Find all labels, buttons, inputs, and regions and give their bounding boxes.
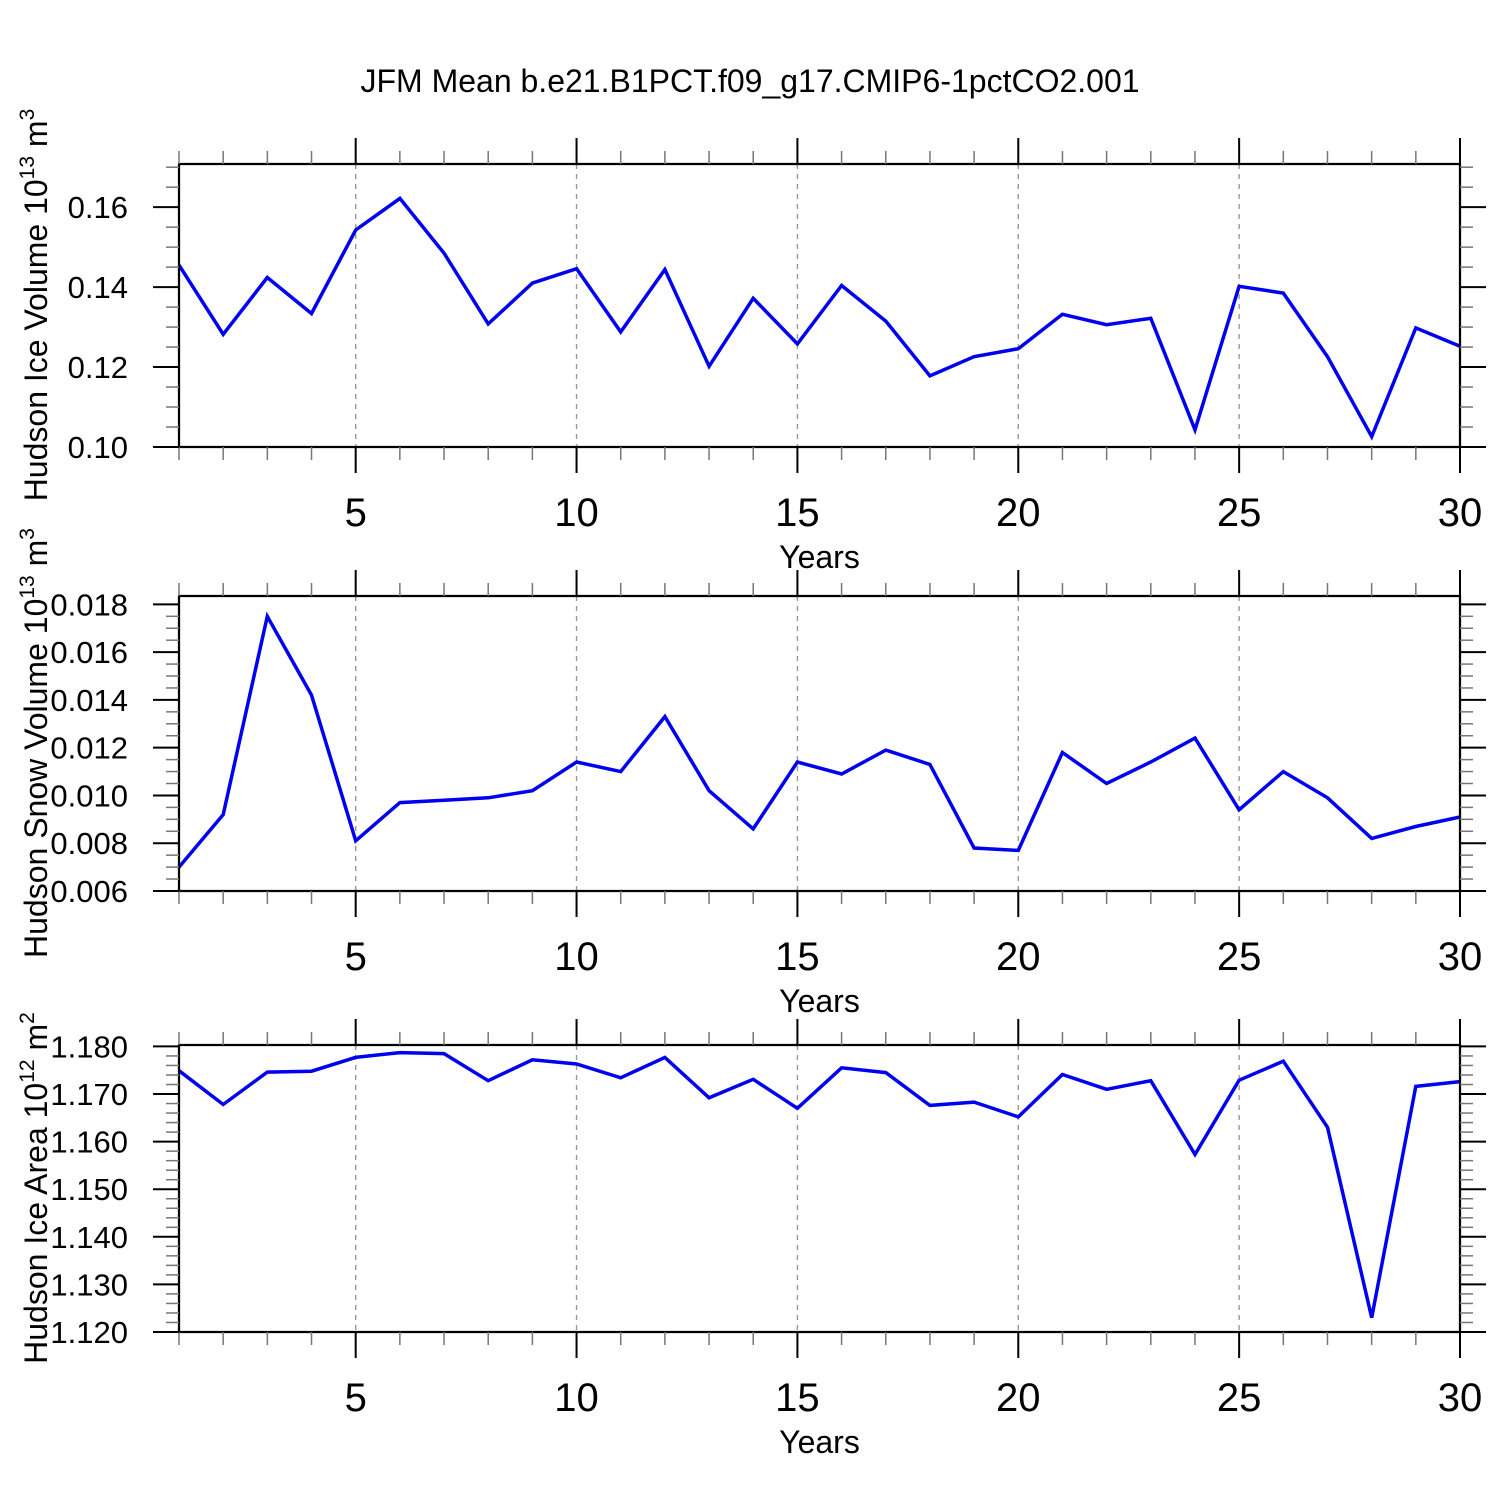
hudson-ice-volume-chart: 0.10 0.12 0.14 0.16 5 10 15 20 25 30 (68, 138, 1486, 535)
x-axis-tick-label: 30 (1438, 935, 1483, 979)
x-axis-tick-label: 15 (775, 491, 820, 535)
x-axis-tick-label: 15 (775, 935, 820, 979)
y-axis-tick-label: 1.120 (50, 1315, 128, 1350)
y-axis-tick-label: 0.12 (68, 350, 128, 385)
y-axis-tick-label: 1.130 (50, 1267, 128, 1302)
hudson-ice-area-chart: 1.120 1.130 1.140 1.150 1.160 1.170 1.180 5 10 15… (50, 1019, 1486, 1420)
data-line (177, 1050, 1461, 1319)
x-axis-tick-label: 10 (554, 491, 599, 535)
y-axis-title-ice-area: Hudson Ice Area 1012 m2 (16, 888, 56, 1488)
x-axis-tick-label: 20 (996, 491, 1041, 535)
hudson-snow-volume-chart: 0.006 0.008 0.010 0.012 0.014 0.016 0.018 5 10 15… (50, 570, 1486, 979)
x-axis-title-chart3: Years (779, 1424, 860, 1460)
y-axis-tick-label: 0.16 (68, 190, 128, 225)
y-axis-tick-label: 1.140 (50, 1220, 128, 1255)
x-axis-tick-label: 10 (554, 1376, 599, 1420)
y-axis-title-unit: m (18, 539, 54, 576)
x-axis-tick-label: 30 (1438, 1376, 1483, 1420)
y-axis-tick-label: 0.008 (50, 826, 128, 861)
y-axis-tick-label: 0.010 (50, 778, 128, 813)
y-axis-tick-label: 0.018 (50, 587, 128, 622)
x-axis-title-chart2: Years (779, 983, 860, 1019)
page-title: JFM Mean b.e21.B1PCT.f09_g17.CMIP6-1pctC… (360, 63, 1140, 99)
y-axis-tick-label: 0.016 (50, 635, 128, 670)
y-axis-tick-label: 0.006 (50, 874, 128, 909)
x-axis-tick-label: 20 (996, 935, 1041, 979)
y-axis-title-exponent: 12 (16, 1059, 39, 1083)
x-axis-tick-label: 5 (345, 491, 367, 535)
y-axis-title-exponent: 13 (16, 155, 39, 180)
y-axis-title-exponent: 13 (16, 575, 39, 599)
x-axis-tick-label: 25 (1217, 1376, 1262, 1420)
data-line (177, 196, 1461, 441)
x-axis-tick-label: 5 (345, 935, 367, 979)
x-axis-tick-label: 10 (554, 935, 599, 979)
y-axis-tick-label: 1.150 (50, 1172, 128, 1207)
plot-frame (177, 594, 1462, 893)
y-axis-tick-label: 0.10 (68, 430, 128, 465)
y-axis-tick-label: 1.180 (50, 1029, 128, 1064)
x-axis-tick-label: 25 (1217, 935, 1262, 979)
y-axis-tick-label: 0.014 (50, 683, 128, 718)
y-axis-title-unit-exponent: 2 (16, 1012, 39, 1024)
y-axis-tick-label: 0.012 (50, 731, 128, 766)
x-axis-tick-label: 5 (345, 1376, 367, 1420)
y-axis-title-unit-exponent: 3 (16, 528, 39, 540)
y-axis-tick-label: 1.160 (50, 1125, 128, 1160)
plot-frame (177, 162, 1462, 449)
y-axis-tick-label: 1.170 (50, 1077, 128, 1112)
x-axis-tick-label: 25 (1217, 491, 1262, 535)
y-axis-title-unit-exponent: 3 (16, 108, 39, 121)
x-axis-tick-label: 15 (775, 1376, 820, 1420)
x-axis-tick-label: 20 (996, 1376, 1041, 1420)
data-line (177, 611, 1461, 869)
y-axis-tick-label: 0.14 (68, 270, 128, 305)
x-axis-title-chart1: Years (779, 539, 860, 575)
y-axis-title-unit: m (18, 1023, 54, 1060)
y-axis-title-text: Hudson Ice Area 10 (18, 1082, 54, 1364)
x-axis-tick-label: 30 (1438, 491, 1483, 535)
y-axis-title-unit: m (18, 120, 54, 156)
